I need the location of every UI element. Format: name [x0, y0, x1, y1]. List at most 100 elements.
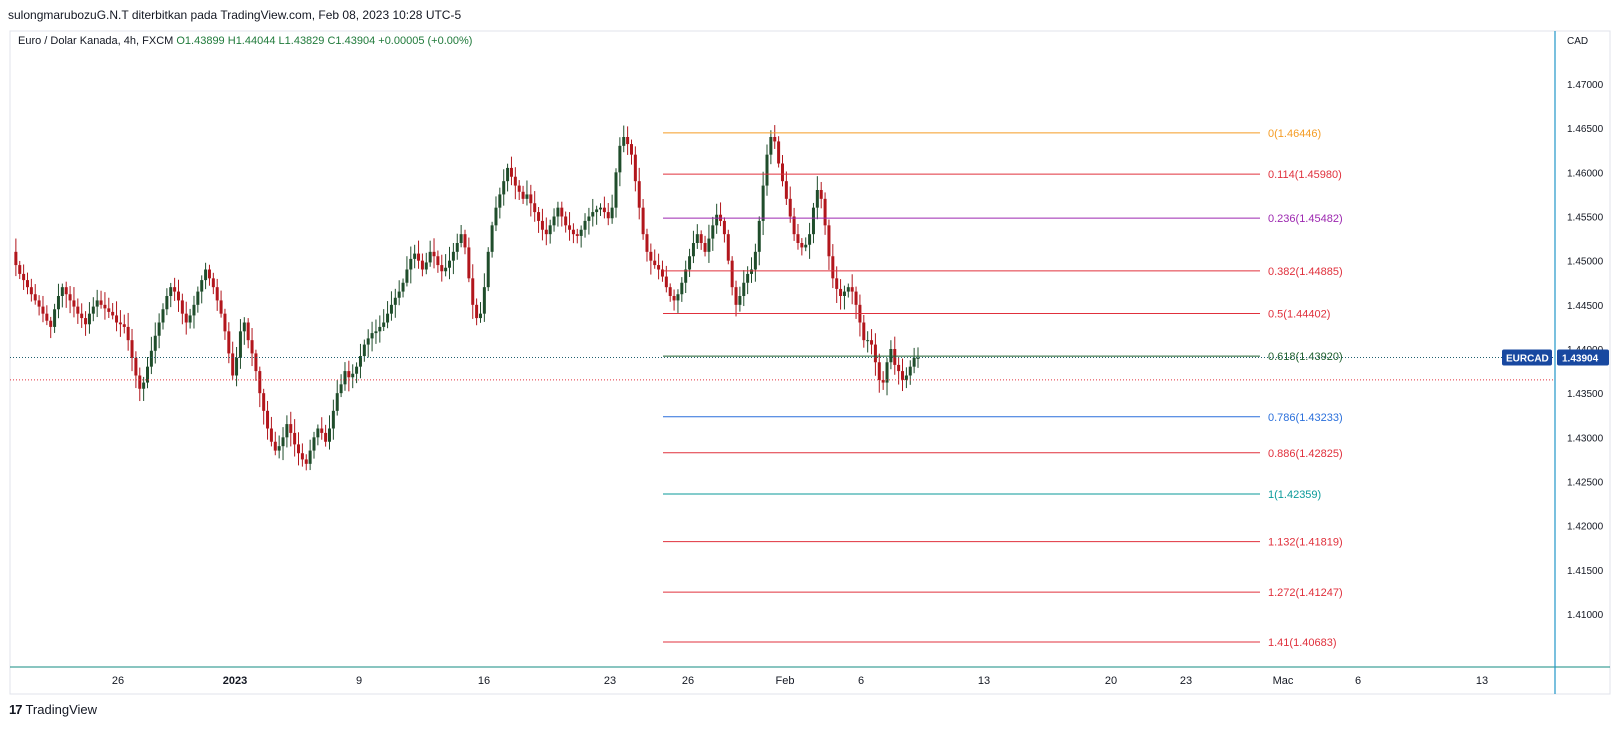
- candle-body: [664, 276, 668, 288]
- candle-body: [273, 441, 277, 451]
- candle-body: [204, 269, 208, 281]
- price-tick-label: 1.41000: [1567, 610, 1604, 621]
- candle-body: [614, 172, 618, 208]
- candle-body: [347, 371, 351, 378]
- candle-body: [157, 322, 161, 336]
- time-axis[interactable]: 26 2023 9 16 23 26 Feb 6 13 20 23 Mac 6 13: [112, 675, 1488, 687]
- candle-body: [757, 220, 761, 252]
- candle-body: [583, 220, 587, 230]
- time-tick-label: 6: [1355, 675, 1361, 687]
- candle-body: [823, 198, 827, 226]
- candle-body: [262, 393, 266, 411]
- candle-body: [192, 304, 196, 316]
- candle-body: [246, 322, 250, 341]
- candle-body: [881, 379, 885, 383]
- legend-symbol: Euro / Dolar Kanada, 4h, FXCM: [18, 35, 174, 47]
- fib-level-label: 1.132(1.41819): [1268, 537, 1343, 549]
- candle-body: [633, 154, 637, 182]
- fib-level-label: 1.272(1.41247): [1268, 587, 1343, 599]
- price-reference-lines: [10, 356, 1555, 381]
- candle-body: [389, 304, 393, 314]
- candle-body: [893, 349, 897, 365]
- candle-body: [33, 294, 37, 301]
- candle-body: [854, 291, 858, 305]
- candle-body: [173, 287, 177, 292]
- candle-body: [424, 262, 428, 270]
- candle-body: [788, 198, 792, 217]
- candle-body: [734, 287, 738, 305]
- candle-body: [533, 203, 537, 213]
- plot-area-border: [9, 30, 1611, 695]
- candle-body: [544, 229, 548, 235]
- candle-body: [134, 357, 138, 376]
- candle-body: [118, 322, 122, 325]
- candle-body: [780, 163, 784, 182]
- candle-body: [266, 410, 270, 429]
- candle-body: [629, 144, 633, 155]
- candle-body: [76, 306, 80, 314]
- candle-body: [695, 234, 699, 243]
- candle-body: [68, 294, 72, 301]
- candle-body: [18, 265, 22, 274]
- candle-body: [676, 294, 680, 301]
- candle-body: [211, 278, 215, 288]
- candle-body: [250, 340, 254, 354]
- tradingview-logo-icon: 17: [9, 702, 23, 717]
- candle-body: [626, 137, 630, 145]
- price-axis-currency: CAD: [1567, 36, 1588, 47]
- fib-level-label: 0.114(1.45980): [1268, 169, 1342, 181]
- candle-body: [223, 313, 227, 332]
- tradingview-brand[interactable]: 17 TradingView: [9, 702, 97, 717]
- candle-body: [308, 450, 312, 464]
- candle-body: [560, 207, 564, 217]
- candle-body: [753, 251, 757, 270]
- candle-body: [901, 371, 905, 380]
- candle-body: [672, 296, 676, 301]
- price-tick-label: 1.45000: [1567, 257, 1604, 268]
- current-price-badge: EURCAD 1.43904: [1502, 349, 1609, 366]
- candle-body: [738, 296, 742, 305]
- candle-body: [378, 326, 382, 332]
- candle-body: [300, 453, 304, 460]
- candle-body: [149, 350, 153, 367]
- candle-body: [401, 282, 405, 292]
- candle-body: [777, 141, 781, 164]
- candle-body: [537, 212, 541, 221]
- candle-body: [668, 287, 672, 296]
- candle-body: [722, 220, 726, 235]
- candle-body: [680, 282, 684, 295]
- candle-body: [579, 229, 583, 236]
- candle-body: [610, 207, 614, 219]
- candle-body: [254, 353, 258, 372]
- candle-body: [850, 287, 854, 292]
- candle-body: [649, 251, 653, 261]
- time-tick-label: 16: [478, 675, 490, 687]
- candle-body: [436, 256, 440, 266]
- candlestick-series: [14, 125, 920, 471]
- candle-body: [711, 225, 715, 239]
- candle-body: [653, 260, 657, 266]
- candle-body: [188, 315, 192, 323]
- fibonacci-retracement[interactable]: 0(1.46446) 0.114(1.45980) 0.236(1.45482) 0.…: [663, 128, 1343, 649]
- candle-body: [804, 244, 808, 248]
- candle-body: [413, 253, 417, 259]
- candle-body: [916, 357, 920, 359]
- candle-body: [684, 269, 688, 283]
- candle-body: [548, 225, 552, 235]
- candle-body: [451, 251, 455, 261]
- candle-body: [885, 362, 889, 383]
- candle-body: [417, 253, 421, 261]
- candle-body: [699, 234, 703, 243]
- candle-body: [343, 371, 347, 385]
- candle-body: [428, 251, 432, 263]
- candle-body: [742, 282, 746, 296]
- candle-body: [200, 280, 204, 292]
- candle-body: [115, 315, 119, 323]
- time-tick-label: 13: [978, 675, 990, 687]
- candle-body: [494, 207, 498, 226]
- candle-body: [819, 190, 823, 199]
- candle-body: [235, 357, 239, 376]
- candle-body: [289, 424, 293, 433]
- candle-body: [45, 313, 49, 321]
